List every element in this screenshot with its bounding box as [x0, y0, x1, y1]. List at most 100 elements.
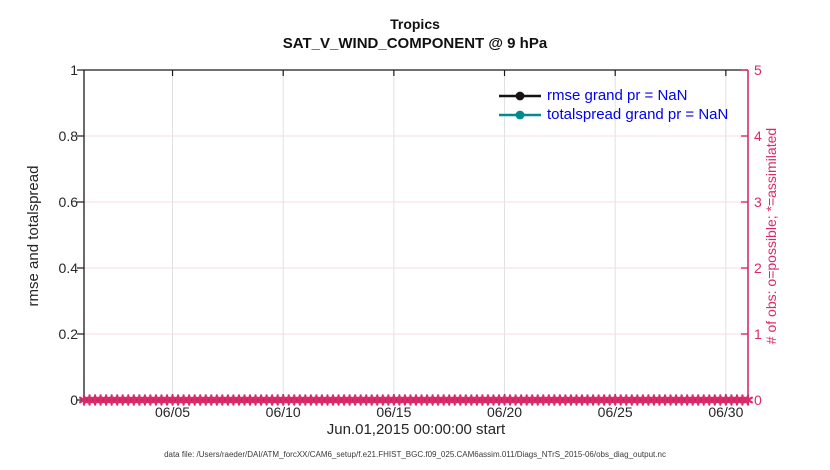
obs-asterisk-marker [654, 394, 665, 406]
obs-asterisk-marker [211, 394, 222, 406]
legend-item-totalspread: totalspread grand pr = NaN [498, 105, 728, 124]
obs-asterisk-marker [245, 394, 255, 406]
y-right-tick-label: 5 [754, 62, 762, 78]
obs-asterisk-marker [554, 394, 565, 406]
obs-asterisk-marker [693, 394, 704, 406]
obs-asterisk-marker [582, 394, 593, 406]
obs-asterisk-marker [648, 394, 659, 406]
obs-asterisk-marker [433, 394, 444, 406]
obs-asterisk-marker [195, 394, 206, 406]
obs-asterisk-marker [106, 394, 117, 406]
obs-asterisk-marker [549, 394, 560, 406]
obs-asterisk-marker [206, 394, 217, 406]
x-tick-label: 06/15 [376, 404, 412, 420]
obs-asterisk-marker [576, 394, 588, 406]
obs-asterisk-marker [139, 394, 150, 406]
obs-asterisk-marker [90, 394, 101, 406]
y-left-tick-label: 0.8 [58, 128, 78, 144]
chart-subtitle: SAT_V_WIND_COMPONENT @ 9 hPa [282, 35, 548, 52]
y-left-tick-label: 1 [70, 62, 78, 78]
obs-asterisk-marker [250, 394, 261, 406]
obs-asterisk-marker [123, 394, 134, 406]
obs-asterisk-marker [350, 394, 361, 406]
legend-label-totalspread: totalspread grand pr = NaN [547, 106, 729, 123]
obs-asterisk-marker [311, 394, 322, 406]
obs-asterisk-marker [233, 394, 244, 406]
obs-asterisk-marker [538, 394, 549, 406]
x-axis-label: Jun.01,2015 00:00:00 start [326, 421, 506, 438]
obs-asterisk-marker [355, 394, 366, 406]
obs-asterisk-marker [256, 394, 267, 406]
obs-asterisk-marker [571, 394, 582, 406]
y-left-tick-label: 0.6 [58, 194, 78, 210]
obs-asterisk-marker [687, 394, 698, 406]
obs-asterisk-marker [411, 394, 421, 406]
x-tick-label: 06/20 [487, 404, 523, 420]
obs-asterisk-marker [742, 394, 754, 406]
y-left-tick-label: 0.4 [58, 260, 78, 276]
x-tick-label: 06/30 [708, 404, 744, 420]
obs-asterisk-marker [543, 394, 554, 406]
obs-asterisk-marker [637, 394, 648, 406]
obs-asterisk-marker [300, 394, 311, 406]
y-right-tick-label: 0 [754, 392, 762, 408]
obs-asterisk-marker [560, 394, 571, 406]
legend-item-rmse: rmse grand pr = NaN [498, 86, 728, 105]
obs-asterisk-marker [671, 394, 682, 406]
obs-asterisk-marker [222, 394, 233, 406]
obs-asterisk-marker [665, 394, 676, 406]
obs-asterisk-marker [117, 394, 128, 406]
obs-asterisk-marker [427, 394, 438, 406]
obs-asterisk-marker [466, 394, 477, 406]
x-tick-label: 06/05 [155, 404, 191, 420]
obs-asterisk-marker [128, 394, 139, 406]
obs-asterisk-marker [361, 394, 372, 406]
rmse-line-marker-icon [499, 91, 541, 100]
obs-asterisk-marker [339, 394, 350, 406]
y-right-tick-label: 4 [754, 128, 762, 144]
obs-asterisk-marker [316, 394, 327, 406]
obs-asterisk-marker [471, 394, 482, 406]
obs-asterisk-marker [200, 394, 211, 406]
obs-asterisk-marker [228, 394, 239, 406]
obs-asterisk-marker [588, 394, 599, 406]
obs-asterisk-marker [95, 394, 106, 406]
obs-asterisk-marker [438, 394, 449, 406]
obs-asterisk-marker [344, 394, 355, 406]
x-tick-label: 06/25 [597, 404, 633, 420]
legend-label-rmse: rmse grand pr = NaN [547, 87, 688, 104]
obs-asterisk-marker [521, 394, 532, 406]
y-axis-left-label: rmse and totalspread [25, 165, 42, 307]
obs-asterisk-marker [477, 394, 488, 406]
obs-asterisk-marker [84, 394, 95, 406]
obs-asterisk-marker [460, 394, 471, 406]
obs-asterisk-marker [134, 394, 145, 406]
obs-asterisk-marker [444, 394, 455, 406]
obs-asterisk-marker [366, 394, 377, 406]
x-tick-label: 06/10 [265, 404, 301, 420]
obs-asterisk-marker [305, 394, 316, 406]
obs-asterisk-marker [632, 394, 643, 406]
data-file-caption: data file: /Users/raeder/DAI/ATM_forcXX/… [164, 450, 666, 459]
obs-asterisk-marker [239, 394, 250, 406]
y-right-tick-label: 1 [754, 326, 762, 342]
obs-asterisk-marker [78, 394, 90, 406]
obs-asterisk-marker [217, 394, 228, 406]
legend: rmse grand pr = NaN totalspread grand pr… [498, 86, 728, 124]
obs-asterisk-marker [328, 394, 338, 406]
y-right-tick-label: 2 [754, 260, 762, 276]
obs-asterisk-marker [449, 394, 460, 406]
obs-asterisk-marker [333, 394, 344, 406]
obs-asterisk-marker [682, 394, 693, 406]
obs-asterisk-marker [643, 394, 654, 406]
y-left-tick-label: 0 [70, 392, 78, 408]
obs-asterisk-marker [565, 394, 576, 406]
totalspread-line-marker-icon [499, 110, 541, 119]
obs-asterisk-marker [532, 394, 543, 406]
obs-asterisk-marker [101, 394, 112, 406]
obs-asterisk-marker [676, 394, 687, 406]
obs-asterisk-marker [112, 394, 123, 406]
obs-asterisk-marker [527, 394, 538, 406]
